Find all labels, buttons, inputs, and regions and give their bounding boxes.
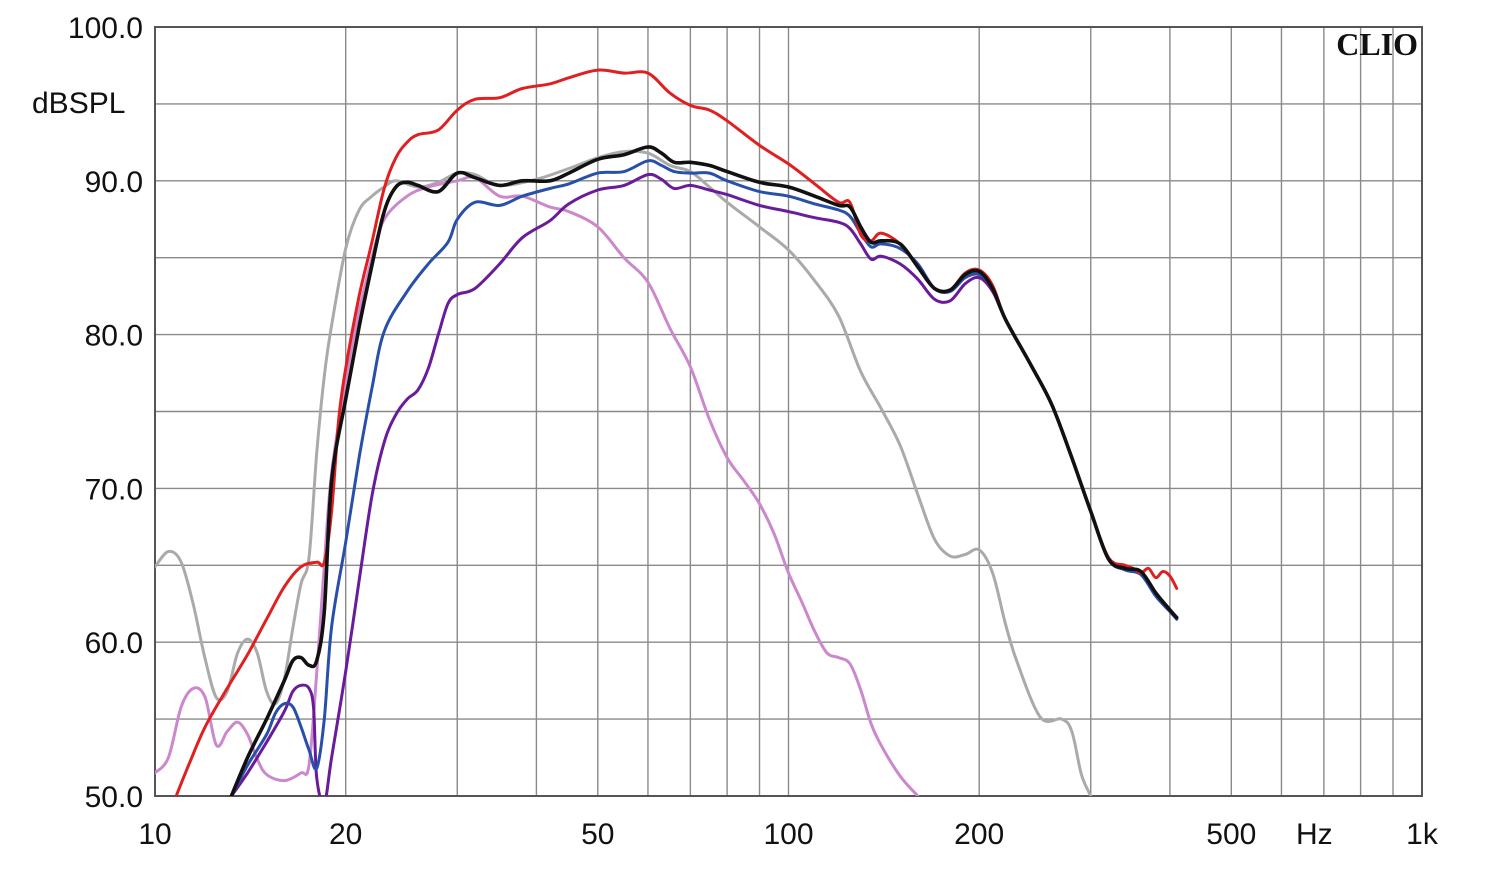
x-tick-label: 100 (763, 818, 813, 851)
tick-labels: 10 20 50 100 200 500 1k 100.0 90.0 80.0 70.0 60.0 50… (68, 12, 1439, 851)
y-tick-label: 60.0 (85, 627, 143, 660)
grid (155, 27, 1422, 796)
series-line-1 (155, 149, 1093, 796)
brand-logo: CLIO (1336, 26, 1418, 62)
series-line-6 (229, 145, 1179, 796)
x-tick-label: 1k (1406, 818, 1439, 851)
y-tick-label: 100.0 (68, 12, 143, 45)
x-tick-label: 200 (954, 818, 1004, 851)
y-tick-label: 50.0 (85, 781, 143, 814)
x-tick-label: 10 (138, 818, 171, 851)
x-axis-unit: Hz (1296, 818, 1333, 851)
y-tick-label: 90.0 (85, 166, 143, 199)
plot-frame (154, 26, 1423, 797)
series-lines (155, 68, 1179, 796)
y-tick-label: 70.0 (85, 473, 143, 506)
series-group (155, 68, 1179, 796)
y-tick-label: 80.0 (85, 320, 143, 353)
x-tick-label: 50 (581, 818, 614, 851)
y-axis-label: dBSPL (32, 87, 125, 120)
x-tick-label: 500 (1206, 818, 1256, 851)
x-tick-label: 20 (329, 818, 362, 851)
